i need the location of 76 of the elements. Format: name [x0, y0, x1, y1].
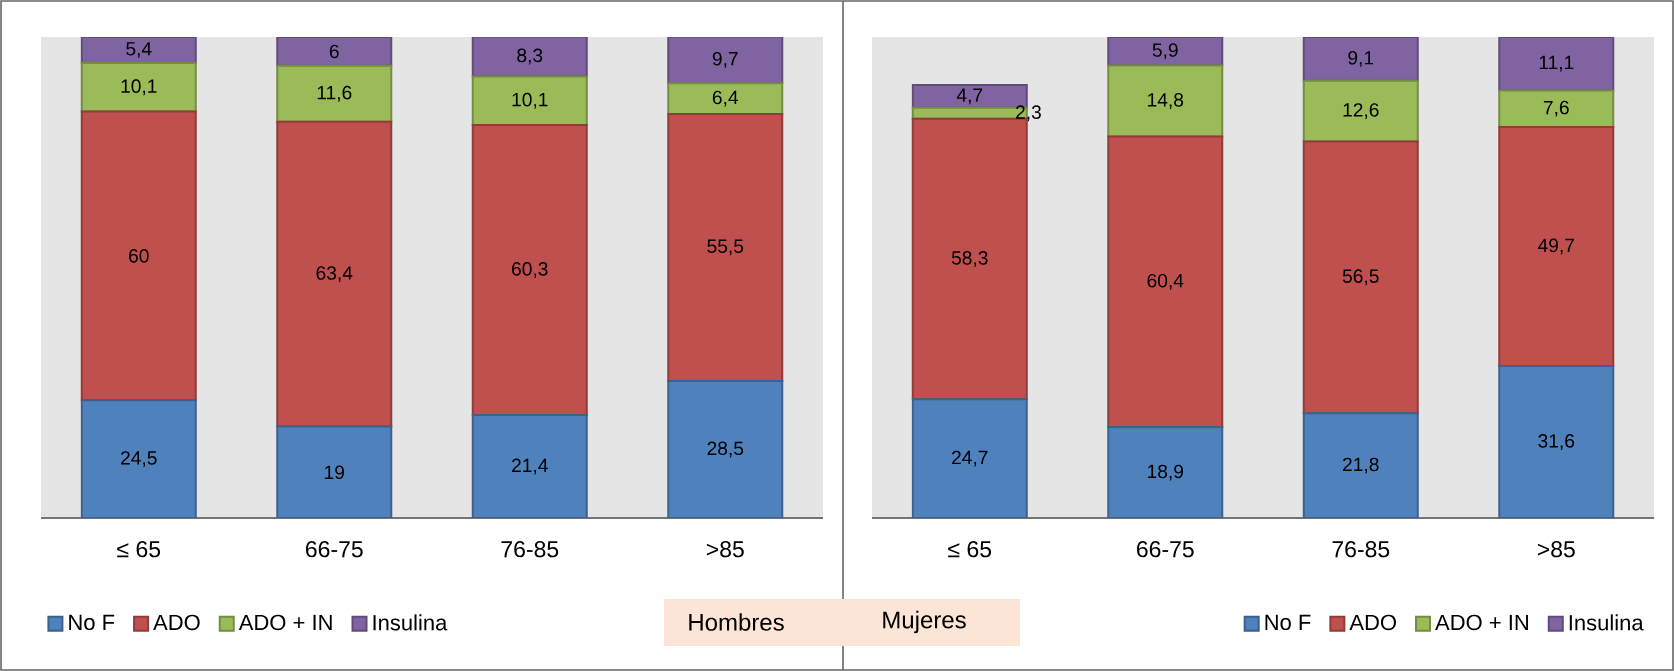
- bar: [1498, 89, 1615, 128]
- x-tick-label: 76-85: [1332, 541, 1390, 558]
- bar: [276, 64, 393, 123]
- legend-label: No F: [1265, 614, 1311, 631]
- legend-label: ADO: [1349, 614, 1396, 631]
- bar: [1302, 412, 1419, 518]
- data-label: 60: [129, 249, 149, 263]
- bar: [667, 379, 784, 518]
- data-label: 56,5: [1342, 269, 1379, 286]
- data-label: 49,7: [1538, 238, 1574, 255]
- data-label: 21,8: [1343, 457, 1379, 474]
- bar: [667, 82, 784, 115]
- bar: [1498, 125, 1615, 367]
- bar: [1107, 135, 1224, 429]
- bar: [1302, 79, 1419, 143]
- data-label: 5,9: [1152, 43, 1178, 60]
- data-label: 58,3: [951, 251, 988, 267]
- bar: [276, 120, 393, 428]
- data-label: 7,6: [1543, 100, 1569, 117]
- data-label: 11,1: [1539, 55, 1574, 72]
- bar: [276, 425, 393, 518]
- legend-label: Insulina: [373, 614, 448, 631]
- legend-label: Insulina: [1569, 614, 1644, 631]
- data-label: 24,7: [952, 450, 988, 467]
- data-label: 60,3: [512, 262, 548, 278]
- bar: [1498, 365, 1615, 518]
- text: Mujeres: [883, 610, 966, 634]
- bar: [471, 37, 588, 78]
- data-label: 9,1: [1348, 50, 1374, 67]
- bar: [667, 112, 784, 382]
- data-label: 11,6: [317, 85, 352, 102]
- bar: [1302, 140, 1419, 415]
- data-label: 19: [325, 465, 345, 480]
- data-label: 14,8: [1148, 93, 1184, 109]
- x-tick-label: >85: [1537, 541, 1575, 558]
- x-tick-label: ≤ 65: [948, 541, 992, 558]
- bar: [276, 37, 393, 67]
- legend-label: ADO + IN: [238, 614, 332, 631]
- data-label: 4,7: [956, 88, 983, 105]
- data-label: 18,9: [1148, 464, 1184, 481]
- bar: [80, 61, 197, 113]
- x-tick-label: >85: [706, 541, 744, 558]
- legend-label: No F: [69, 614, 115, 631]
- bar: [1107, 64, 1224, 138]
- data-label: 5,4: [126, 42, 152, 58]
- x-tick-label: 66-75: [306, 541, 363, 558]
- data-label: 10,1: [512, 92, 548, 109]
- bar: [80, 399, 197, 518]
- bar: [1498, 37, 1615, 92]
- data-label: 60,4: [1147, 273, 1184, 290]
- data-label: 55,5: [707, 239, 744, 256]
- data-label: 28,5: [707, 441, 744, 458]
- data-label: 10,1: [121, 79, 157, 96]
- data-label: 6,4: [712, 90, 739, 107]
- bar: [471, 124, 588, 417]
- data-label: 31,6: [1538, 434, 1575, 450]
- x-tick-label: 66-75: [1137, 541, 1194, 558]
- text: Hombres: [689, 613, 784, 631]
- bar: [667, 37, 784, 85]
- data-label: 6: [329, 44, 339, 59]
- bar: [1302, 37, 1419, 82]
- legend-label: ADO + IN: [1435, 614, 1528, 631]
- legend-label: ADO: [153, 614, 200, 631]
- data-label: 8,3: [517, 48, 543, 65]
- bar: [911, 398, 1028, 518]
- data-label: 24,5: [121, 451, 157, 467]
- data-label: 12,6: [1343, 103, 1379, 119]
- bar: [471, 414, 588, 518]
- data-label: 21,4: [512, 458, 548, 475]
- x-tick-label: ≤ 65: [117, 541, 161, 558]
- x-tick-label: 76-85: [501, 541, 559, 558]
- data-label: 63,4: [316, 266, 353, 283]
- bar: [1107, 426, 1224, 518]
- bar: [80, 110, 197, 402]
- bar: [471, 75, 588, 127]
- data-label: 9,7: [712, 51, 738, 68]
